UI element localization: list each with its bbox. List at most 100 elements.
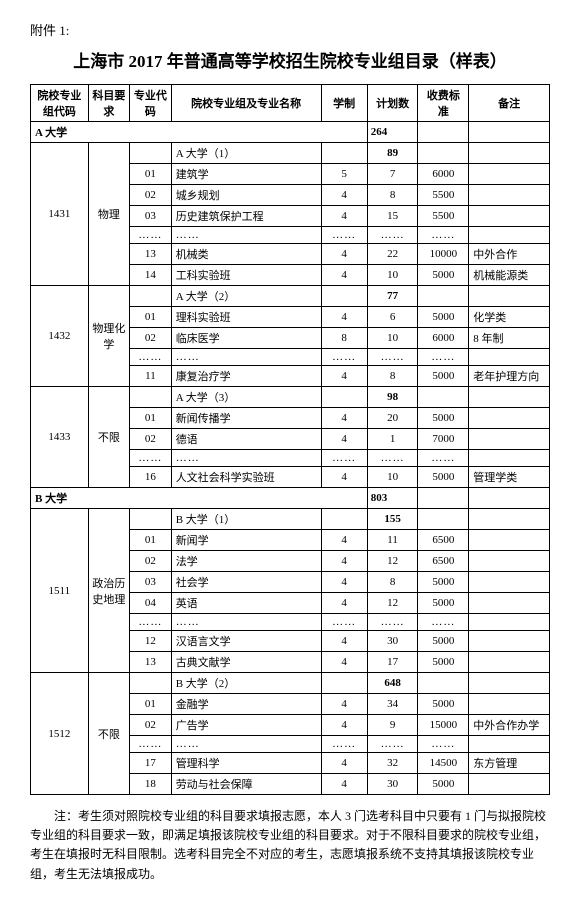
header-plan: 计划数: [367, 85, 418, 122]
page-title: 上海市 2017 年普通高等学校招生院校专业组目录（样表）: [30, 47, 550, 72]
plan: 8: [367, 185, 418, 206]
dots: ……: [171, 227, 321, 244]
major-name: 新闻传播学: [171, 408, 321, 429]
duration: 4: [321, 408, 367, 429]
major-name: 劳动与社会保障: [171, 774, 321, 795]
major-code: 04: [130, 593, 172, 614]
major-code: 03: [130, 206, 172, 227]
group-code: 1512: [31, 673, 89, 795]
duration: 4: [321, 265, 367, 286]
major-code: 01: [130, 408, 172, 429]
remark: [469, 429, 550, 450]
fee: 5000: [418, 774, 469, 795]
plan: 6: [367, 307, 418, 328]
group-name: B 大学（1）: [171, 509, 321, 530]
fee: 10000: [418, 244, 469, 265]
major-code: 02: [130, 715, 172, 736]
major-code: 02: [130, 328, 172, 349]
plan: 11: [367, 530, 418, 551]
remark: [469, 631, 550, 652]
remark: 化学类: [469, 307, 550, 328]
group-total: 77: [367, 286, 418, 307]
plan: 30: [367, 774, 418, 795]
remark: 东方管理: [469, 753, 550, 774]
duration: 8: [321, 328, 367, 349]
major-name: 古典文献学: [171, 652, 321, 673]
major-code: 12: [130, 631, 172, 652]
major-name: 城乡规划: [171, 185, 321, 206]
fee: 15000: [418, 715, 469, 736]
group-name: A 大学（1）: [171, 143, 321, 164]
group-name: A 大学（2）: [171, 286, 321, 307]
duration: 4: [321, 631, 367, 652]
dots: ……: [321, 349, 367, 366]
fee: 5000: [418, 467, 469, 488]
dots: ……: [171, 450, 321, 467]
group-total: 155: [367, 509, 418, 530]
header-subject: 科目要求: [88, 85, 130, 122]
dots: ……: [130, 736, 172, 753]
remark: 中外合作: [469, 244, 550, 265]
major-code: 01: [130, 307, 172, 328]
major-name: 临床医学: [171, 328, 321, 349]
remark: [469, 164, 550, 185]
duration: 5: [321, 164, 367, 185]
major-code: 13: [130, 244, 172, 265]
major-code: 01: [130, 530, 172, 551]
dots: ……: [130, 614, 172, 631]
major-name: 社会学: [171, 572, 321, 593]
header-code: 院校专业组代码: [31, 85, 89, 122]
section-b: B 大学 803: [31, 488, 550, 509]
plan: 8: [367, 366, 418, 387]
major-code: 02: [130, 551, 172, 572]
duration: 4: [321, 652, 367, 673]
group-subject: 不限: [88, 673, 130, 795]
plan: 10: [367, 328, 418, 349]
fee: 5000: [418, 572, 469, 593]
fee: 5000: [418, 408, 469, 429]
group-code: 1433: [31, 387, 89, 488]
duration: 4: [321, 774, 367, 795]
remark: 老年护理方向: [469, 366, 550, 387]
footer-note: 注：考生须对照院校专业组的科目要求填报志愿，本人 3 门选考科目中只要有 1 门…: [30, 807, 550, 884]
duration: 4: [321, 429, 367, 450]
major-code: 16: [130, 467, 172, 488]
catalog-table: 院校专业组代码 科目要求 专业代码 院校专业组及专业名称 学制 计划数 收费标准…: [30, 84, 550, 795]
duration: 4: [321, 530, 367, 551]
plan: 10: [367, 467, 418, 488]
major-name: 德语: [171, 429, 321, 450]
plan: 22: [367, 244, 418, 265]
fee: 7000: [418, 429, 469, 450]
remark: 8 年制: [469, 328, 550, 349]
section-a-total: 264: [367, 122, 418, 143]
dots: ……: [367, 736, 418, 753]
major-code: 13: [130, 652, 172, 673]
major-name: 人文社会科学实验班: [171, 467, 321, 488]
dots: ……: [367, 450, 418, 467]
plan: 30: [367, 631, 418, 652]
dots: ……: [418, 736, 469, 753]
plan: 1: [367, 429, 418, 450]
dots: ……: [171, 349, 321, 366]
plan: 32: [367, 753, 418, 774]
major-name: 英语: [171, 593, 321, 614]
dots: ……: [171, 614, 321, 631]
plan: 15: [367, 206, 418, 227]
plan: 10: [367, 265, 418, 286]
remark: [469, 206, 550, 227]
fee: 5000: [418, 265, 469, 286]
dots: ……: [130, 349, 172, 366]
major-name: 新闻学: [171, 530, 321, 551]
major-name: 金融学: [171, 694, 321, 715]
remark: [469, 551, 550, 572]
plan: 34: [367, 694, 418, 715]
dots: ……: [321, 227, 367, 244]
fee: 5000: [418, 631, 469, 652]
major-code: 02: [130, 185, 172, 206]
duration: 4: [321, 551, 367, 572]
duration: 4: [321, 307, 367, 328]
group-code: 1511: [31, 509, 89, 673]
plan: 12: [367, 593, 418, 614]
major-code: 02: [130, 429, 172, 450]
remark: [469, 185, 550, 206]
